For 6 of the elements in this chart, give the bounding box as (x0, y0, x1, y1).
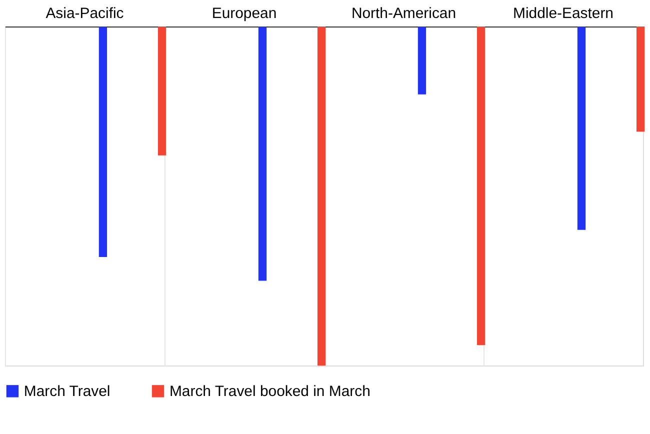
x-tick-label: North-American (351, 5, 456, 22)
legend-label: March Travel booked in March (169, 383, 370, 400)
x-tick-label: Middle-Eastern (513, 5, 614, 22)
x-tick-label: European (212, 5, 277, 22)
legend-label: March Travel (24, 383, 110, 400)
x-tick-label: Asia-Pacific (46, 5, 124, 22)
